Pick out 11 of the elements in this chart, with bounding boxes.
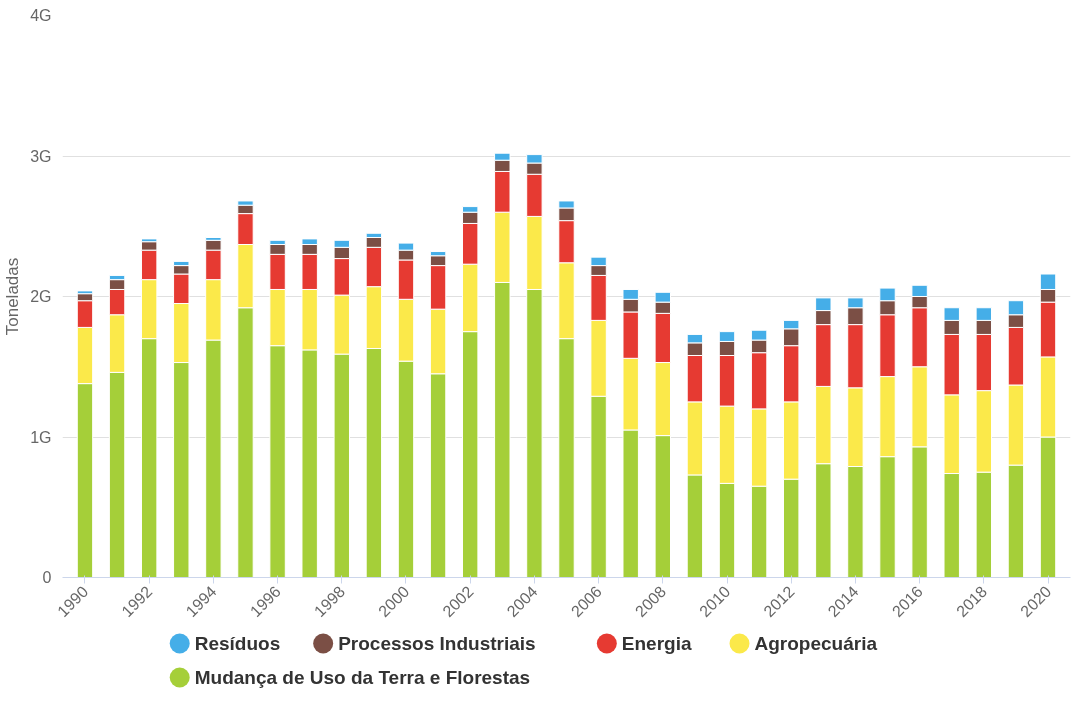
legend-label: Resíduos <box>194 633 281 654</box>
y-axis-title: Toneladas <box>3 257 23 336</box>
y-tick-label: 4G <box>30 7 52 24</box>
y-tick-label: 1G <box>30 428 52 446</box>
legend-label: Processos Industriais <box>338 633 536 654</box>
legend-label: Mudança de Uso da Terra e Florestas <box>194 667 531 688</box>
y-tick-label: 3G <box>30 147 52 165</box>
y-tick-label: 2G <box>30 288 52 305</box>
legend-label: Agropecuária <box>754 633 878 654</box>
legend-label: Energia <box>621 633 692 654</box>
y-tick-label: 0 <box>42 569 52 586</box>
